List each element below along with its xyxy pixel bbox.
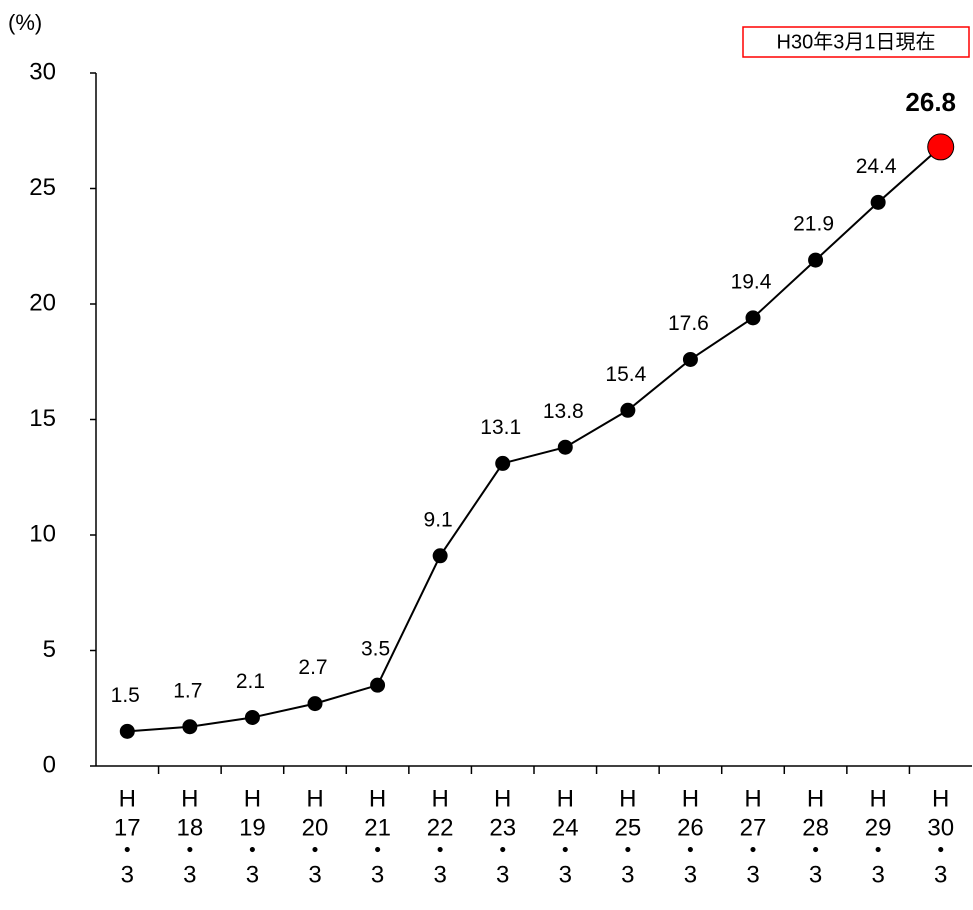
x-tick-label: H [932,785,949,812]
x-tick-label: 3 [433,861,446,888]
x-tick-label: 3 [308,861,321,888]
y-tick-label: 5 [43,636,56,663]
x-tick-label: 22 [427,814,454,841]
data-point [370,677,386,693]
data-label: 1.7 [173,679,202,702]
x-tick-label: ・ [240,837,264,864]
highlight-point [927,133,955,161]
data-line [127,146,942,733]
x-tick-label: ・ [366,837,390,864]
x-tick-label: 3 [809,861,822,888]
data-label: 13.1 [480,416,521,439]
data-point [307,696,323,712]
x-tick-label: 27 [740,814,767,841]
x-tick-label: 30 [927,814,954,841]
data-label: 24.4 [856,155,897,178]
data-label: 9.1 [424,508,453,531]
annotation: H30年3月1日現在 [777,30,936,53]
x-tick-label: 26 [677,814,704,841]
x-tick-label: 3 [871,861,884,888]
x-tick-label: 3 [246,861,259,888]
x-tick-label: ・ [678,837,702,864]
x-tick-label: 18 [177,814,204,841]
y-unit-label: (%) [8,10,42,35]
data-label: 21.9 [793,213,834,236]
data-label: 19.4 [731,270,772,293]
data-point [182,719,198,735]
x-tick-label: 25 [615,814,642,841]
data-point [808,252,824,268]
x-tick-label: ・ [929,837,953,864]
x-tick-label: H [807,785,824,812]
x-tick-label: 3 [746,861,759,888]
annotation-box [742,26,970,58]
x-tick-label: ・ [303,837,327,864]
x-tick-label: 20 [302,814,329,841]
data-label: 17.6 [668,312,709,335]
x-tick-label: H [119,785,136,812]
x-tick-label: ・ [741,837,765,864]
x-tick-label: 23 [489,814,516,841]
x-tick-label: H [494,785,511,812]
x-tick-label: ・ [491,837,515,864]
x-tick-label: H [369,785,386,812]
x-tick-label: H [306,785,323,812]
x-tick-label: 19 [239,814,266,841]
y-tick-label: 25 [29,174,56,201]
x-tick-label: H [557,785,574,812]
x-tick-label: 28 [802,814,829,841]
x-tick-label: 3 [371,861,384,888]
x-tick-label: 3 [496,861,509,888]
x-tick-label: H [682,785,699,812]
data-point [870,194,886,210]
data-point [495,455,511,471]
y-tick-label: 30 [29,58,56,85]
y-tick-label: 15 [29,405,56,432]
x-tick-label: 3 [934,861,947,888]
x-tick-label: H [619,785,636,812]
x-tick-label: 17 [114,814,141,841]
x-tick-label: ・ [616,837,640,864]
x-tick-label: 3 [121,861,134,888]
data-label: 15.4 [605,363,646,386]
x-tick-label: H [869,785,886,812]
data-point [557,439,573,455]
x-tick-label: H [244,785,261,812]
x-tick-label: ・ [428,837,452,864]
y-tick-label: 20 [29,289,56,316]
data-label: 2.7 [298,656,327,679]
data-point [119,723,135,739]
x-tick-label: 21 [364,814,391,841]
x-tick-label: H [431,785,448,812]
data-point [620,402,636,418]
y-tick-label: 10 [29,520,56,547]
data-point [682,351,698,367]
data-point [745,310,761,326]
x-tick-label: 3 [183,861,196,888]
data-label: 2.1 [236,670,265,693]
x-tick-label: ・ [178,837,202,864]
x-tick-label: H [744,785,761,812]
data-label: 1.5 [111,684,140,707]
x-tick-label: ・ [866,837,890,864]
data-label: 3.5 [361,638,390,661]
x-tick-label: 29 [865,814,892,841]
x-tick-label: 3 [621,861,634,888]
x-tick-label: 3 [559,861,572,888]
x-tick-label: 3 [684,861,697,888]
data-label: 26.8 [905,87,956,117]
x-tick-label: H [181,785,198,812]
x-tick-label: ・ [804,837,828,864]
x-tick-label: 24 [552,814,579,841]
data-point [432,548,448,564]
x-tick-label: ・ [553,837,577,864]
data-label: 13.8 [543,400,584,423]
data-point [244,709,260,725]
y-tick-label: 0 [43,751,56,778]
x-tick-label: ・ [115,837,139,864]
